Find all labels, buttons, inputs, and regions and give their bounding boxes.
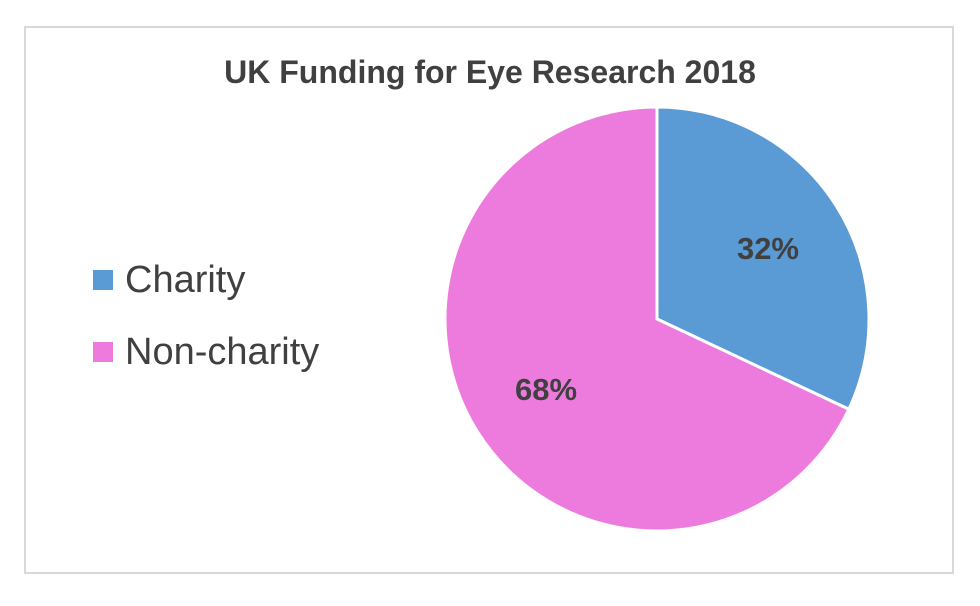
legend-swatch-non-charity xyxy=(93,342,113,362)
legend-swatch-charity xyxy=(93,270,113,290)
legend-label-charity: Charity xyxy=(125,259,246,301)
chart-title: UK Funding for Eye Research 2018 xyxy=(224,54,756,90)
pie-slices xyxy=(443,105,871,533)
pie-slice-non-charity xyxy=(443,105,851,533)
legend-item-non-charity: Non-charity xyxy=(93,332,319,372)
data-label-non-charity: 68% xyxy=(515,372,577,407)
pie-data-labels: 32% 68% xyxy=(515,231,799,407)
legend-label-non-charity: Non-charity xyxy=(125,331,320,373)
legend: Charity Non-charity xyxy=(93,260,319,404)
data-label-charity: 32% xyxy=(737,231,799,266)
legend-item-charity: Charity xyxy=(93,260,319,300)
pie-slice-charity xyxy=(655,105,871,411)
